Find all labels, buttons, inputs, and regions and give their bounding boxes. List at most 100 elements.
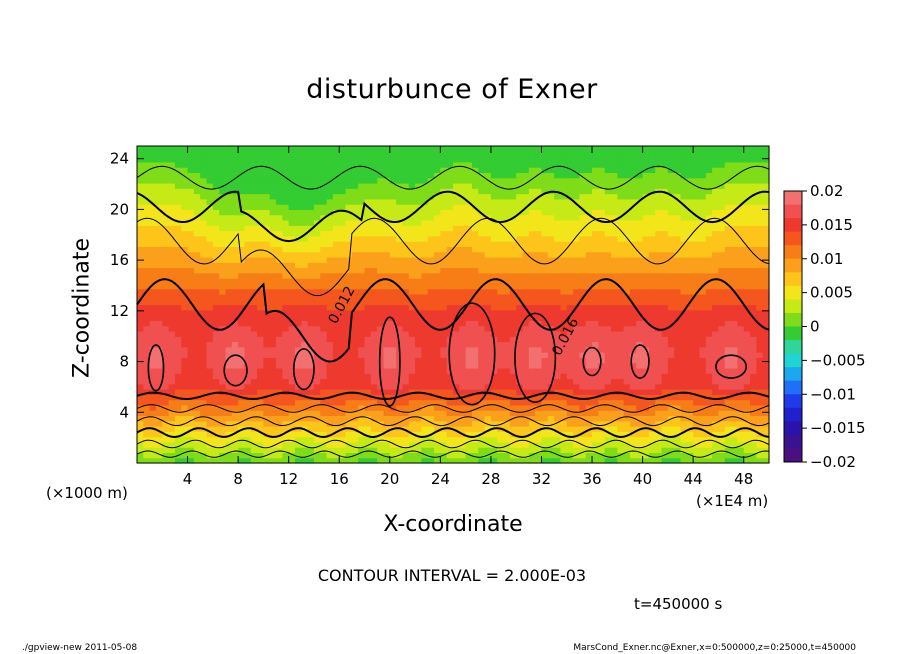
heatmap-cell — [168, 225, 176, 232]
heatmap-cell — [560, 373, 568, 380]
heatmap-cell — [250, 399, 258, 406]
heatmap-cell — [219, 362, 227, 369]
heatmap-cell — [206, 420, 214, 427]
heatmap-cell — [471, 315, 479, 321]
heatmap-cell — [579, 283, 587, 290]
heatmap-cell — [446, 246, 454, 253]
heatmap-cell — [257, 256, 264, 263]
heatmap-cell — [579, 352, 587, 358]
heatmap-cell — [332, 373, 340, 380]
heatmap-cell — [497, 431, 505, 438]
heatmap-cell — [509, 352, 517, 358]
heatmap-cell — [155, 346, 163, 353]
heatmap-cell — [636, 389, 644, 395]
heatmap-cell — [617, 346, 625, 353]
heatmap-cell — [497, 389, 505, 395]
heatmap-cell — [383, 410, 391, 417]
heatmap-cell — [193, 404, 201, 411]
heatmap-cell — [137, 198, 144, 205]
heatmap-cell — [137, 241, 144, 247]
heatmap-cell — [497, 346, 505, 353]
heatmap-cell — [421, 151, 429, 158]
heatmap-cell — [585, 278, 593, 284]
heatmap-cell — [440, 283, 448, 290]
heatmap-cell — [490, 389, 498, 395]
heatmap-cell — [541, 362, 549, 369]
heatmap-cell — [484, 209, 492, 216]
heatmap-cell — [396, 315, 404, 321]
heatmap-cell — [377, 394, 385, 401]
heatmap-cell — [282, 198, 290, 205]
heatmap-cell — [629, 156, 637, 163]
heatmap-cell — [200, 304, 208, 311]
heatmap-cell — [263, 436, 271, 443]
heatmap-cell — [522, 267, 530, 274]
heatmap-cell — [446, 389, 454, 395]
heatmap-cell — [408, 182, 416, 189]
heatmap-cell — [244, 367, 252, 374]
heatmap-cell — [446, 146, 454, 152]
heatmap-cell — [301, 341, 309, 348]
heatmap-cell — [554, 230, 562, 237]
heatmap-cell — [174, 436, 182, 443]
heatmap-cell — [522, 378, 530, 385]
heatmap-cell — [288, 151, 296, 158]
heatmap-cell — [497, 336, 505, 343]
heatmap-cell — [193, 367, 201, 374]
heatmap-cell — [295, 293, 302, 300]
heatmap-cell — [358, 204, 366, 210]
heatmap-cell — [598, 315, 606, 321]
heatmap-cell — [396, 293, 404, 300]
heatmap-cell — [579, 204, 587, 210]
heatmap-cell — [200, 420, 208, 427]
heatmap-cell — [484, 193, 492, 200]
heatmap-cell — [528, 420, 536, 427]
heatmap-cell — [282, 146, 290, 152]
heatmap-cell — [503, 288, 511, 295]
heatmap-cell — [592, 304, 599, 311]
heatmap-cell — [377, 204, 385, 210]
heatmap-cell — [434, 288, 441, 295]
heatmap-cell — [629, 188, 637, 195]
heatmap-cell — [345, 452, 353, 459]
heatmap-cell — [206, 225, 214, 232]
heatmap-cell — [440, 320, 448, 327]
heatmap-cell — [617, 235, 625, 242]
heatmap-cell — [301, 315, 309, 321]
heatmap-cell — [528, 404, 536, 411]
heatmap-cell — [604, 225, 612, 232]
heatmap-cell — [143, 293, 151, 300]
heatmap-cell — [269, 272, 277, 279]
heatmap-cell — [212, 299, 220, 306]
heatmap-cell — [566, 309, 574, 316]
heatmap-cell — [396, 441, 404, 448]
heatmap-cell — [257, 156, 264, 163]
heatmap-cell — [137, 204, 144, 210]
heatmap-cell — [484, 420, 492, 427]
heatmap-cell — [490, 230, 498, 237]
heatmap-cell — [642, 230, 650, 237]
heatmap-cell — [636, 235, 644, 242]
heatmap-cell — [585, 367, 593, 374]
heatmap-cell — [478, 420, 486, 427]
heatmap-cell — [598, 251, 606, 258]
heatmap-cell — [497, 399, 505, 406]
heatmap-cell — [560, 283, 568, 290]
heatmap-cell — [585, 177, 593, 184]
heatmap-cell — [459, 235, 467, 242]
heatmap-cell — [465, 204, 473, 210]
heatmap-cell — [364, 177, 372, 184]
heatmap-cell — [617, 288, 625, 295]
heatmap-cell — [408, 198, 416, 205]
heatmap-cell — [377, 404, 385, 411]
heatmap-cell — [193, 256, 201, 263]
heatmap-cell — [282, 225, 290, 232]
heatmap-cell — [295, 241, 302, 247]
heatmap-cell — [200, 267, 208, 274]
heatmap-cell — [453, 198, 460, 205]
heatmap-cell — [320, 330, 328, 337]
heatmap-cell — [187, 341, 195, 348]
heatmap-cell — [560, 262, 568, 269]
heatmap-cell — [585, 389, 593, 395]
heatmap-cell — [528, 262, 536, 269]
